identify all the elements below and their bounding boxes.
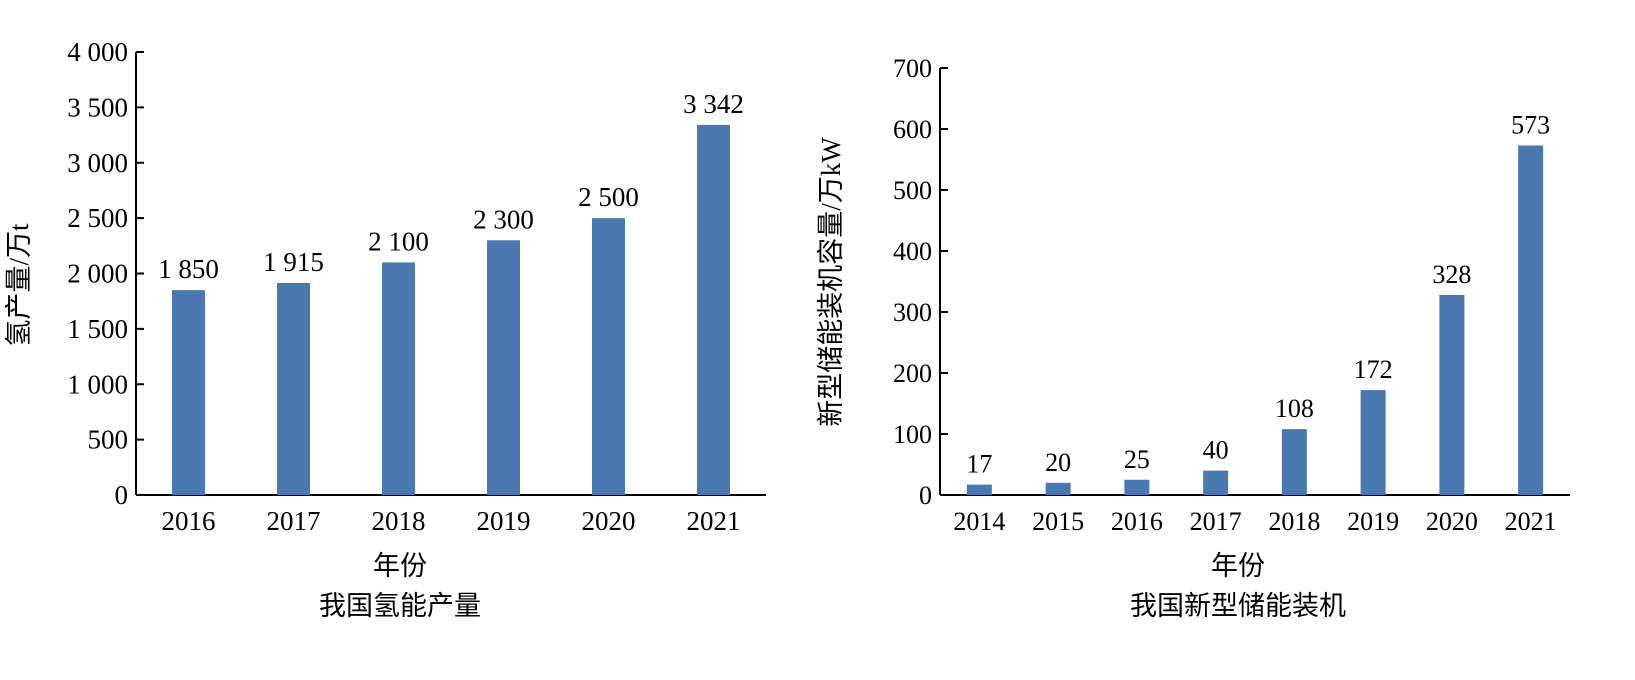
x-axis-title: 年份 xyxy=(1211,551,1265,581)
bar-value-label: 172 xyxy=(1354,355,1393,384)
x-tick-label: 2019 xyxy=(1347,507,1399,536)
y-tick-label: 500 xyxy=(88,425,129,455)
x-tick-label: 2021 xyxy=(1505,507,1557,536)
x-tick-label: 2017 xyxy=(267,506,321,536)
y-tick-label: 300 xyxy=(893,298,932,327)
y-tick-label: 0 xyxy=(919,481,932,510)
bar-value-label: 573 xyxy=(1511,110,1550,139)
bar xyxy=(1281,429,1307,495)
bar xyxy=(1203,470,1229,495)
bar-value-label: 25 xyxy=(1124,445,1150,474)
bar-value-label: 1 850 xyxy=(158,254,219,284)
y-axis-title: 新型储能装机容量/万kW xyxy=(816,137,846,427)
bar-value-label: 40 xyxy=(1203,436,1229,465)
bar xyxy=(1124,479,1150,495)
y-tick-label: 4 000 xyxy=(67,37,128,67)
x-tick-label: 2017 xyxy=(1190,507,1242,536)
bar-value-label: 2 100 xyxy=(368,226,429,256)
x-tick-label: 2016 xyxy=(162,506,216,536)
bar xyxy=(487,240,520,495)
x-tick-label: 2021 xyxy=(687,506,741,536)
y-tick-label: 3 500 xyxy=(67,92,128,122)
y-tick-label: 600 xyxy=(893,115,932,144)
x-tick-label: 2020 xyxy=(582,506,636,536)
bar xyxy=(592,218,625,495)
x-tick-label: 2015 xyxy=(1032,507,1084,536)
bar xyxy=(1045,482,1071,495)
bar xyxy=(1518,145,1544,495)
x-tick-label: 2018 xyxy=(372,506,426,536)
bar xyxy=(277,282,310,495)
bar-value-label: 1 915 xyxy=(263,247,324,277)
y-tick-label: 1 500 xyxy=(67,314,128,344)
y-axis-title: 氢产量/万t xyxy=(4,223,34,347)
bar xyxy=(1439,294,1465,495)
bar-value-label: 20 xyxy=(1045,448,1071,477)
x-tick-label: 2019 xyxy=(477,506,531,536)
bar xyxy=(966,484,992,495)
x-tick-label: 2016 xyxy=(1111,507,1163,536)
chart-caption: 我国新型储能装机 xyxy=(1130,591,1346,621)
bar-value-label: 17 xyxy=(966,450,992,479)
y-tick-label: 2 000 xyxy=(67,259,128,289)
x-tick-label: 2014 xyxy=(953,507,1005,536)
y-tick-label: 1 000 xyxy=(67,369,128,399)
bar-value-label: 2 500 xyxy=(578,182,639,212)
chart-caption: 我国氢能产量 xyxy=(319,591,481,621)
bar xyxy=(1360,390,1386,495)
x-tick-label: 2018 xyxy=(1268,507,1320,536)
bar xyxy=(172,290,205,495)
bar-value-label: 3 342 xyxy=(683,89,744,119)
bar-value-label: 328 xyxy=(1432,260,1471,289)
x-tick-label: 2020 xyxy=(1426,507,1478,536)
y-tick-label: 500 xyxy=(893,176,932,205)
bar xyxy=(697,124,730,495)
bar xyxy=(382,262,415,495)
y-tick-label: 200 xyxy=(893,359,932,388)
y-tick-label: 400 xyxy=(893,237,932,266)
x-axis-title: 年份 xyxy=(373,551,427,581)
bar-value-label: 108 xyxy=(1275,394,1314,423)
bar-value-label: 2 300 xyxy=(473,204,534,234)
hydrogen-production-chart: 0 500 1 000 1 500 2 000 2 500 3 000 3 500 4 000 1… xyxy=(4,37,766,621)
y-tick-label: 100 xyxy=(893,420,932,449)
y-tick-label: 700 xyxy=(893,54,932,83)
energy-storage-chart: 0 100 200 300 400 500 600 700 17 2014 20 2015 25 2016… xyxy=(816,54,1570,621)
y-tick-label: 2 500 xyxy=(67,203,128,233)
y-tick-label: 3 000 xyxy=(67,148,128,178)
y-tick-label: 0 xyxy=(115,480,129,510)
